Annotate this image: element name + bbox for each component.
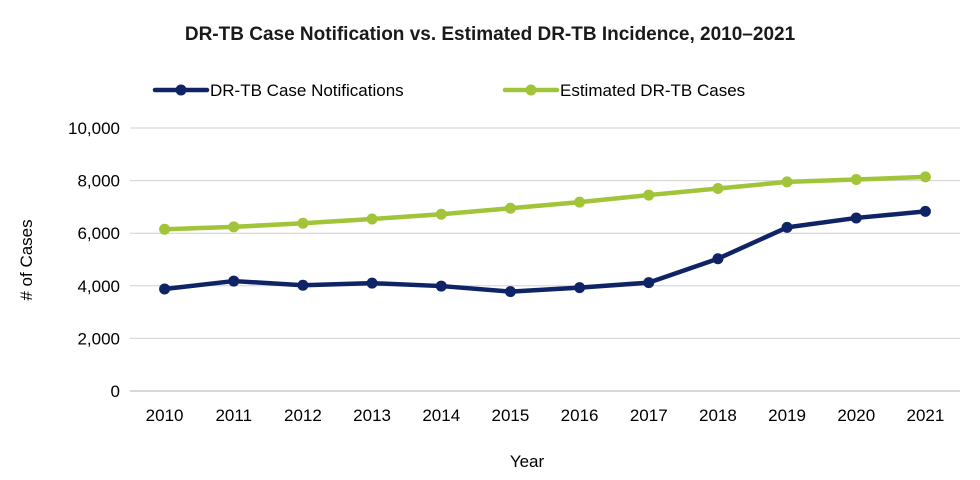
- data-point: [366, 213, 378, 225]
- data-point: [159, 283, 171, 295]
- legend-swatch-marker: [525, 84, 537, 96]
- data-point: [228, 275, 240, 287]
- series-line: [162, 209, 928, 294]
- data-point: [366, 277, 378, 289]
- y-tick-label: 6,000: [77, 224, 120, 243]
- x-tick-label: 2012: [284, 406, 322, 425]
- data-point: [435, 208, 447, 220]
- x-tick-label: 2010: [146, 406, 184, 425]
- data-point: [643, 189, 655, 201]
- y-tick-label: 2,000: [77, 329, 120, 348]
- y-tick-label: 8,000: [77, 172, 120, 191]
- x-tick-label: 2013: [353, 406, 391, 425]
- data-point: [504, 286, 516, 298]
- data-point: [712, 182, 724, 194]
- x-tick-label: 2017: [630, 406, 668, 425]
- data-point: [435, 280, 447, 292]
- legend-label: DR-TB Case Notifications: [210, 81, 404, 100]
- data-point: [574, 196, 586, 208]
- data-point: [504, 202, 516, 214]
- data-point: [228, 221, 240, 233]
- data-point: [712, 253, 724, 265]
- legend-item: DR-TB Case Notifications: [152, 81, 404, 100]
- x-tick-label: 2011: [215, 406, 252, 425]
- x-tick-label: 2014: [422, 406, 460, 425]
- series-1: [159, 205, 931, 298]
- legend: DR-TB Case Notifications Estimated DR-TB …: [152, 81, 745, 100]
- x-axis-label: Year: [510, 452, 545, 471]
- series-layer: [159, 171, 931, 298]
- legend-label: Estimated DR-TB Cases: [560, 81, 745, 100]
- x-tick-label: 2015: [492, 406, 530, 425]
- chart-title: DR-TB Case Notification vs. Estimated DR…: [185, 24, 796, 45]
- legend-swatch-marker: [175, 84, 187, 96]
- data-point: [781, 221, 793, 233]
- data-point: [781, 176, 793, 188]
- x-axis-ticks: 2010 2011 2012 2013 2014 2015 2016 2017 2018 2019…: [146, 406, 945, 425]
- x-tick-label: 2016: [561, 406, 599, 425]
- data-point: [919, 205, 931, 217]
- data-point: [919, 171, 931, 183]
- data-point: [574, 282, 586, 294]
- x-tick-label: 2019: [768, 406, 806, 425]
- data-point: [850, 174, 862, 186]
- x-tick-label: 2021: [907, 406, 945, 425]
- x-tick-label: 2018: [699, 406, 737, 425]
- legend-item: Estimated DR-TB Cases: [502, 81, 745, 100]
- data-point: [643, 277, 655, 289]
- y-tick-label: 0: [111, 382, 120, 401]
- y-axis-ticks: 0 2,000 4,000 6,000 8,000 10,000: [68, 119, 120, 401]
- series-2: [159, 171, 931, 235]
- data-point: [297, 279, 309, 291]
- gridlines: [130, 127, 960, 392]
- y-tick-label: 4,000: [77, 277, 120, 296]
- data-point: [297, 217, 309, 229]
- series-line: [162, 174, 928, 232]
- data-point: [850, 212, 862, 224]
- y-axis-label: # of Cases: [17, 219, 36, 300]
- x-tick-label: 2020: [837, 406, 875, 425]
- y-tick-label: 10,000: [68, 119, 120, 138]
- data-point: [159, 223, 171, 235]
